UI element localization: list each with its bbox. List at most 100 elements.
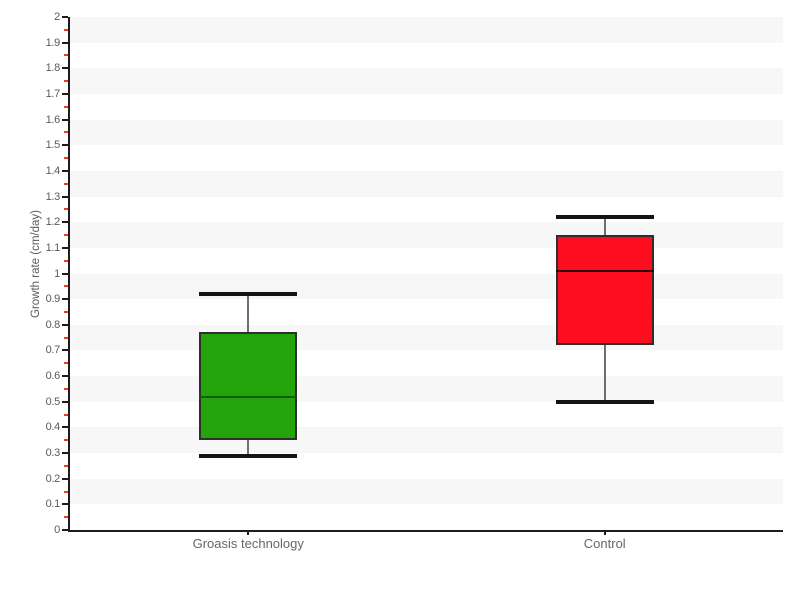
y-tick-label: 0.1 (45, 498, 61, 511)
plot-shaded-band (70, 376, 783, 402)
horizontal-gridline (70, 221, 783, 223)
y-tick-label: 1.6 (45, 113, 61, 126)
horizontal-gridline (70, 375, 783, 377)
y-major-tick (62, 426, 68, 429)
y-major-tick (62, 529, 68, 531)
y-axis-line (68, 17, 70, 532)
y-minor-tick (64, 387, 68, 390)
y-major-tick (62, 503, 68, 506)
y-minor-tick (64, 362, 68, 365)
y-tick-label: 0.2 (45, 472, 61, 485)
horizontal-gridline (70, 119, 783, 121)
y-tick-label: 1 (54, 267, 60, 280)
y-major-tick (62, 323, 68, 326)
horizontal-gridline (70, 401, 783, 403)
horizontal-gridline (70, 247, 783, 249)
y-tick-label: 1.1 (45, 241, 61, 254)
whisker-min-cap (555, 399, 654, 404)
y-major-tick (62, 452, 68, 455)
horizontal-gridline (70, 170, 783, 172)
horizontal-gridline (70, 273, 783, 275)
y-minor-tick (64, 490, 68, 493)
horizontal-gridline (70, 452, 783, 454)
y-minor-tick (64, 259, 68, 262)
y-major-tick (62, 144, 68, 147)
x-category-label: Groasis technology (192, 536, 304, 551)
y-tick-label: 1.4 (45, 164, 61, 177)
y-minor-tick (64, 310, 68, 313)
horizontal-gridline (70, 324, 783, 326)
y-minor-tick (64, 464, 68, 467)
y-major-tick (62, 221, 68, 224)
y-minor-tick (64, 234, 68, 237)
x-category-label: Control (583, 536, 626, 551)
horizontal-gridline (70, 298, 783, 300)
y-tick-label: 1.7 (45, 87, 61, 100)
y-major-tick (62, 118, 68, 121)
whisker-max-cap (199, 292, 298, 297)
y-minor-tick (64, 54, 68, 57)
horizontal-gridline (70, 144, 783, 146)
y-major-tick (62, 67, 68, 70)
horizontal-gridline (70, 67, 783, 69)
box-median-line (199, 395, 298, 398)
y-minor-tick (64, 413, 68, 416)
y-major-tick (62, 169, 68, 172)
y-tick-label: 0 (54, 524, 60, 536)
y-major-tick (62, 41, 68, 44)
x-axis-line (68, 530, 783, 532)
y-major-tick (62, 477, 68, 480)
y-minor-tick (64, 131, 68, 134)
plot-shaded-band (70, 273, 783, 300)
horizontal-gridline (70, 196, 783, 198)
y-minor-tick (64, 80, 68, 83)
horizontal-gridline (70, 93, 783, 95)
y-minor-tick (64, 105, 68, 108)
horizontal-gridline (70, 503, 783, 505)
y-minor-tick (64, 285, 68, 288)
y-major-tick (62, 375, 68, 378)
y-tick-label: 0.4 (45, 421, 61, 434)
y-minor-tick (64, 208, 68, 211)
box-iqr (199, 332, 298, 441)
y-tick-label: 0.3 (45, 447, 61, 460)
y-tick-label: 1.3 (45, 190, 61, 203)
y-minor-tick (64, 439, 68, 442)
y-major-tick (62, 298, 68, 301)
box-median-line (555, 269, 654, 272)
y-major-tick (62, 195, 68, 198)
y-tick-label: 1.5 (45, 139, 61, 152)
plot-shaded-band (70, 119, 783, 146)
whisker-upper-stem (603, 217, 606, 236)
y-major-tick (62, 349, 68, 352)
y-minor-tick (64, 157, 68, 160)
y-tick-label: 0.8 (45, 318, 61, 331)
y-major-tick (62, 92, 68, 95)
horizontal-gridline (70, 478, 783, 480)
y-major-tick (62, 400, 68, 403)
horizontal-gridline (70, 16, 783, 18)
y-major-tick (62, 16, 68, 18)
whisker-upper-stem (247, 294, 250, 333)
whisker-lower-stem (247, 440, 250, 456)
y-minor-tick (64, 516, 68, 519)
y-minor-tick (64, 182, 68, 185)
y-tick-label: 2 (54, 11, 60, 23)
horizontal-gridline (70, 426, 783, 428)
plot-shaded-band (70, 170, 783, 197)
y-tick-label: 0.6 (45, 370, 61, 383)
x-category-tick (247, 530, 250, 535)
x-category-tick (603, 530, 606, 535)
y-tick-label: 0.9 (45, 293, 61, 306)
whisker-max-cap (555, 215, 654, 220)
y-tick-label: 1.2 (45, 216, 61, 229)
plot-shaded-band (70, 17, 783, 43)
whisker-min-cap (199, 453, 298, 458)
y-tick-label: 1.8 (45, 62, 61, 75)
y-major-tick (62, 272, 68, 275)
y-minor-tick (64, 336, 68, 339)
horizontal-gridline (70, 42, 783, 44)
plot-shaded-band (70, 478, 783, 505)
y-tick-label: 0.7 (45, 344, 61, 357)
